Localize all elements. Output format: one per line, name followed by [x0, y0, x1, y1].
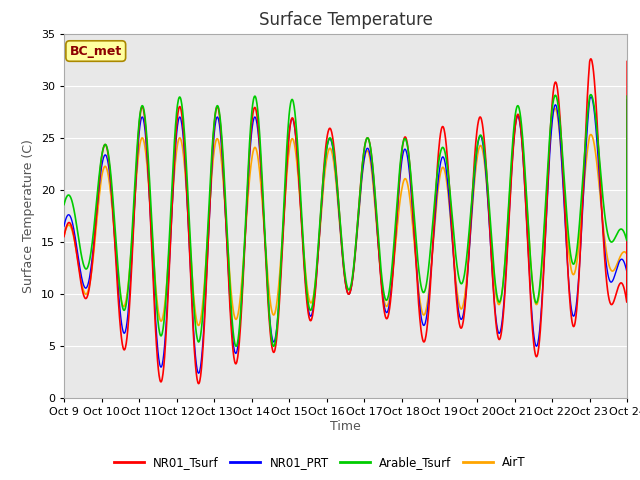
NR01_PRT [588, 94, 595, 100]
Arable_Tsurf [587, 92, 595, 97]
Arable_Tsurf [60, 202, 68, 207]
NR01_Tsurf [433, 164, 441, 170]
NR01_Tsurf [195, 381, 202, 386]
NR01_PRT [623, 97, 631, 103]
NR01_Tsurf [172, 136, 179, 142]
Line: AirT: AirT [64, 108, 627, 325]
AirT [195, 323, 202, 328]
AirT [557, 148, 565, 154]
NR01_PRT [507, 180, 515, 186]
NR01_Tsurf [557, 125, 564, 131]
NR01_Tsurf [507, 181, 515, 187]
NR01_PRT [249, 121, 257, 127]
AirT [249, 151, 257, 156]
NR01_Tsurf [186, 243, 193, 249]
NR01_PRT [195, 371, 202, 376]
AirT [433, 193, 441, 199]
NR01_PRT [186, 243, 193, 249]
NR01_Tsurf [249, 112, 257, 118]
AirT [172, 157, 179, 163]
Y-axis label: Surface Temperature (C): Surface Temperature (C) [22, 139, 35, 293]
NR01_PRT [433, 185, 441, 191]
NR01_Tsurf [587, 56, 595, 62]
NR01_Tsurf [623, 59, 631, 64]
Arable_Tsurf [172, 122, 179, 128]
NR01_PRT [557, 144, 564, 149]
NR01_Tsurf [60, 234, 68, 240]
Line: Arable_Tsurf: Arable_Tsurf [64, 95, 627, 346]
X-axis label: Time: Time [330, 420, 361, 433]
Arable_Tsurf [557, 127, 564, 133]
AirT [60, 233, 68, 239]
Text: BC_met: BC_met [70, 45, 122, 58]
Arable_Tsurf [507, 164, 515, 170]
Arable_Tsurf [249, 102, 257, 108]
AirT [623, 133, 631, 139]
AirT [507, 170, 515, 176]
Title: Surface Temperature: Surface Temperature [259, 11, 433, 29]
Legend: NR01_Tsurf, NR01_PRT, Arable_Tsurf, AirT: NR01_Tsurf, NR01_PRT, Arable_Tsurf, AirT [109, 452, 531, 474]
AirT [551, 106, 559, 111]
Arable_Tsurf [433, 169, 441, 175]
Line: NR01_Tsurf: NR01_Tsurf [64, 59, 627, 384]
Arable_Tsurf [186, 218, 193, 224]
AirT [186, 230, 193, 236]
Arable_Tsurf [623, 93, 631, 99]
Arable_Tsurf [232, 343, 240, 349]
NR01_PRT [60, 223, 68, 229]
NR01_PRT [172, 144, 179, 150]
Line: NR01_PRT: NR01_PRT [64, 97, 627, 373]
